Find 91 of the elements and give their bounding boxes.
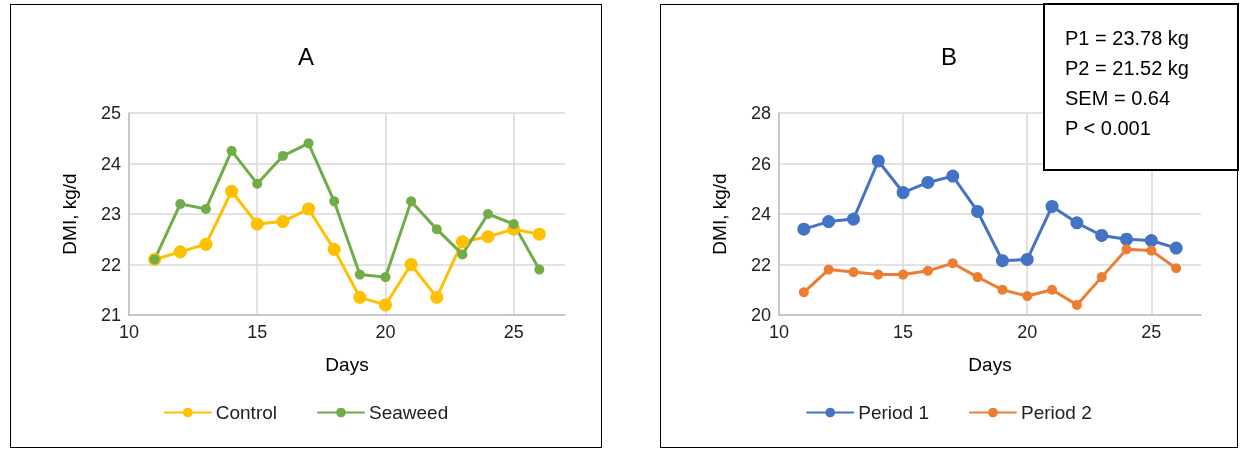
point bbox=[822, 215, 836, 229]
point bbox=[226, 145, 237, 156]
point bbox=[1120, 232, 1134, 246]
point bbox=[252, 178, 263, 189]
point bbox=[532, 227, 546, 241]
point bbox=[871, 154, 885, 168]
point bbox=[277, 150, 288, 161]
note-box: P1 = 23.78 kg P2 = 21.52 kg SEM = 0.64 P < 0.001 bbox=[1043, 3, 1239, 171]
point bbox=[1071, 299, 1082, 310]
point bbox=[995, 254, 1009, 268]
x-tick-label: 25 bbox=[1141, 322, 1162, 342]
point bbox=[922, 265, 933, 276]
x-tick-label: 10 bbox=[118, 322, 140, 342]
point bbox=[848, 267, 859, 278]
x-axis-title: Days bbox=[968, 354, 1012, 375]
point bbox=[457, 249, 468, 260]
point bbox=[873, 269, 884, 280]
point bbox=[947, 258, 958, 269]
point bbox=[327, 242, 341, 256]
point bbox=[455, 235, 469, 249]
point bbox=[276, 215, 290, 229]
point bbox=[898, 269, 909, 280]
point bbox=[302, 202, 316, 216]
chart-title: A bbox=[297, 42, 315, 70]
legend-label: Period 1 bbox=[858, 402, 930, 423]
point bbox=[1169, 241, 1183, 255]
point bbox=[250, 217, 264, 231]
point bbox=[354, 269, 365, 280]
y-axis-title: DMI, kg/d bbox=[59, 173, 80, 255]
point bbox=[798, 287, 809, 298]
point bbox=[199, 237, 213, 251]
x-tick-label: 10 bbox=[768, 322, 790, 342]
point bbox=[1096, 272, 1107, 283]
x-tick-label: 20 bbox=[375, 322, 396, 342]
point bbox=[972, 272, 983, 283]
point bbox=[534, 264, 545, 275]
legend-label: Period 2 bbox=[1021, 402, 1092, 423]
x-tick-label: 15 bbox=[247, 322, 268, 342]
y-tick-label: 22 bbox=[100, 254, 121, 275]
point bbox=[946, 169, 960, 183]
point bbox=[1095, 228, 1109, 242]
point bbox=[329, 196, 340, 207]
y-tick-label: 22 bbox=[750, 254, 771, 275]
x-tick-label: 20 bbox=[1017, 322, 1038, 342]
point bbox=[406, 196, 417, 207]
point bbox=[481, 230, 495, 244]
legend-label: Seaweed bbox=[369, 402, 449, 423]
point bbox=[483, 209, 494, 219]
y-tick-label: 24 bbox=[750, 204, 771, 224]
point bbox=[380, 272, 391, 283]
point bbox=[430, 290, 444, 304]
point bbox=[175, 198, 186, 209]
x-tick-label: 15 bbox=[893, 322, 914, 342]
point bbox=[1121, 244, 1132, 255]
point bbox=[1047, 284, 1058, 295]
point bbox=[971, 204, 985, 218]
point bbox=[1022, 291, 1033, 302]
point bbox=[1171, 263, 1182, 274]
y-axis-title: DMI, kg/d bbox=[709, 173, 730, 255]
point bbox=[1144, 234, 1158, 248]
point bbox=[508, 219, 519, 230]
point bbox=[404, 258, 418, 271]
y-tick-label: 28 bbox=[750, 103, 771, 123]
point bbox=[1146, 245, 1157, 256]
chart-title: B bbox=[940, 42, 958, 70]
point bbox=[1070, 216, 1084, 230]
y-tick-label: 21 bbox=[100, 305, 121, 325]
point bbox=[896, 186, 910, 200]
point bbox=[431, 224, 442, 235]
point bbox=[1045, 199, 1059, 213]
point bbox=[173, 245, 187, 259]
point bbox=[997, 284, 1008, 295]
y-tick-label: 25 bbox=[100, 103, 121, 123]
y-tick-label: 24 bbox=[100, 153, 121, 174]
point bbox=[823, 264, 834, 275]
point bbox=[846, 212, 860, 226]
point bbox=[200, 203, 211, 214]
x-tick-label: 25 bbox=[503, 322, 524, 342]
annotation: P < 0.001 bbox=[1065, 116, 1152, 141]
y-tick-label: 23 bbox=[100, 204, 121, 224]
legend-label: Control bbox=[215, 402, 278, 423]
x-axis-title: Days bbox=[325, 354, 369, 375]
point bbox=[378, 298, 392, 312]
y-tick-label: 20 bbox=[750, 305, 771, 325]
point bbox=[303, 138, 314, 149]
point bbox=[225, 184, 239, 198]
point bbox=[1020, 252, 1034, 266]
y-tick-label: 26 bbox=[750, 153, 771, 174]
point bbox=[353, 290, 367, 304]
point bbox=[797, 222, 811, 236]
point bbox=[921, 175, 935, 189]
